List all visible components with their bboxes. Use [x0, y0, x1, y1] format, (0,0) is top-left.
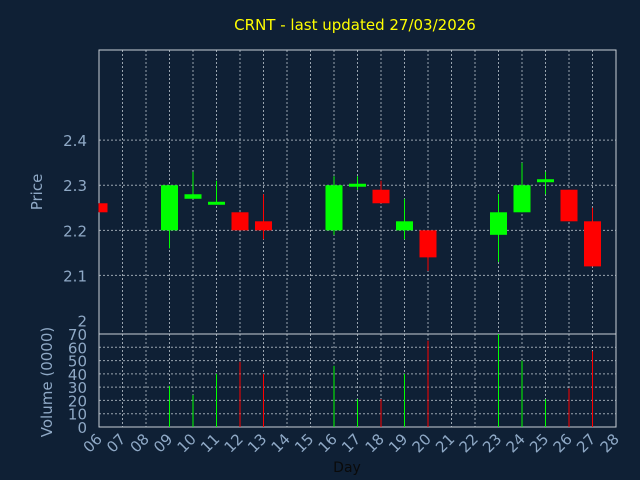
- candle-body: [349, 183, 366, 187]
- candle-body: [584, 221, 601, 267]
- volume-tick-label: 60: [68, 339, 87, 357]
- chart-title: CRNT - last updated 27/03/2026: [234, 16, 476, 34]
- candle-body: [513, 185, 531, 213]
- candle-body: [396, 221, 413, 231]
- volume-tick-label: 70: [68, 326, 87, 344]
- x-axis-label: Day: [333, 460, 361, 476]
- candle-body: [372, 189, 390, 204]
- x-tick-label: 22: [456, 430, 482, 456]
- grid: [98, 50, 617, 428]
- price-tick-label: 2.1: [63, 267, 87, 285]
- volume-tick-label: 40: [68, 366, 87, 384]
- candle-body: [490, 212, 507, 235]
- x-tick-label: 19: [385, 430, 411, 456]
- volume-tick-label: 30: [68, 379, 87, 397]
- x-tick-label: 27: [573, 430, 599, 456]
- candle-body: [419, 230, 437, 258]
- candle-body: [537, 179, 554, 183]
- x-tick-label: 09: [150, 430, 176, 456]
- volume-bars: [169, 334, 593, 427]
- price-tick-label: 2.2: [63, 222, 87, 240]
- x-tick-label: 08: [127, 430, 153, 456]
- x-tick-label: 20: [409, 430, 435, 456]
- candle-body: [99, 203, 108, 213]
- candle-body: [208, 201, 225, 205]
- x-tick-label: 16: [315, 430, 341, 456]
- volume-tick-label: 0: [77, 419, 87, 437]
- volume-tick-label: 10: [68, 406, 87, 424]
- x-tick-label: 10: [174, 430, 200, 456]
- volume-axis-label: Volume (0000): [38, 327, 56, 437]
- x-tick-label: 07: [103, 430, 129, 456]
- x-tick-label: 15: [291, 430, 317, 456]
- price-tick-label: 2: [77, 312, 87, 330]
- candle-body: [184, 194, 202, 199]
- volume-tick-label: 20: [68, 392, 87, 410]
- x-tick-label: 13: [244, 430, 270, 456]
- price-tick-label: 2.4: [63, 132, 87, 150]
- candles: [98, 162, 601, 271]
- x-tick-label: 12: [221, 430, 247, 456]
- x-tick-label: 26: [550, 430, 576, 456]
- candle-body: [231, 212, 249, 231]
- volume-tick-label: 50: [68, 353, 87, 371]
- x-tick-label: 17: [338, 430, 364, 456]
- x-tick-label: 14: [268, 430, 294, 456]
- x-tick-label: 18: [362, 430, 388, 456]
- x-tick-label: 24: [503, 430, 529, 456]
- x-tick-label: 28: [597, 430, 623, 456]
- candle-body: [560, 189, 578, 222]
- x-tick-label: 21: [432, 430, 458, 456]
- candle-body: [255, 221, 272, 231]
- candle-body: [161, 185, 178, 231]
- x-tick-label: 11: [197, 430, 223, 456]
- candle-body: [325, 185, 343, 231]
- price-axis-label: Price: [28, 174, 46, 211]
- x-tick-label: 25: [526, 430, 552, 456]
- price-tick-label: 2.3: [63, 177, 87, 195]
- x-tick-label: 23: [479, 430, 505, 456]
